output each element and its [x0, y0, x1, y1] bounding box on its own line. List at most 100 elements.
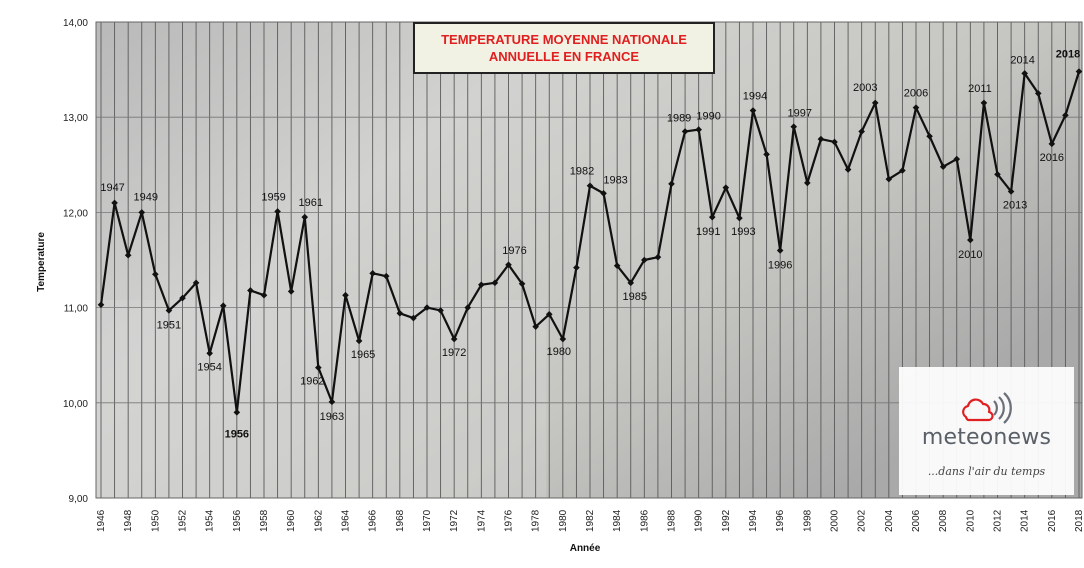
data-point: [410, 314, 417, 322]
x-tick-label: 2018: [1074, 509, 1084, 532]
chart-title-line-2: ANNUELLE EN FRANCE: [488, 49, 640, 64]
x-tick-label: 2008: [938, 509, 949, 532]
data-point: [994, 171, 1001, 178]
x-tick-label: 1978: [531, 509, 542, 532]
x-tick-label: 1990: [694, 509, 705, 532]
data-point: [260, 291, 268, 299]
year-annotation: 1956: [225, 428, 249, 440]
data-point: [559, 335, 567, 343]
data-point: [491, 279, 499, 287]
data-point: [1075, 68, 1083, 75]
data-point: [423, 304, 431, 311]
x-tick-label: 1964: [341, 509, 352, 532]
chart-title-line-1: TEMPERATURE MOYENNE NATIONALE: [441, 32, 687, 47]
data-point: [437, 307, 444, 314]
year-annotation: 1980: [547, 346, 571, 358]
x-tick-label: 1948: [123, 509, 134, 532]
data-point: [1021, 70, 1028, 77]
data-point: [858, 128, 865, 135]
y-tick-label: 12,00: [63, 208, 88, 219]
year-annotation: 1976: [502, 245, 526, 257]
data-point: [681, 128, 689, 135]
data-point: [736, 214, 743, 222]
data-point: [804, 179, 811, 187]
y-tick-label: 11,00: [64, 304, 89, 315]
data-point: [600, 190, 607, 197]
x-tick-label: 1972: [449, 509, 460, 532]
year-annotation: 1947: [100, 182, 124, 194]
x-tick-label: 1976: [504, 509, 515, 532]
data-point: [967, 236, 974, 244]
data-point: [152, 270, 159, 278]
data-point: [776, 247, 784, 254]
data-point: [179, 294, 186, 302]
year-annotation: 1994: [743, 91, 767, 103]
y-tick-label: 10,00: [63, 399, 88, 410]
x-tick-labels: 1946 1948 1950 1952 1954 1956 1958 1960 1962 1964…: [96, 509, 1084, 532]
vertical-gridlines: [100, 22, 1080, 498]
x-tick-label: 1994: [748, 509, 759, 532]
data-point: [518, 280, 526, 288]
data-point: [1062, 111, 1069, 119]
data-point: [695, 126, 702, 133]
year-annotation: 2014: [1010, 54, 1034, 66]
x-axis-title: Année: [570, 543, 601, 554]
x-tick-label: 1984: [612, 509, 623, 532]
data-point: [396, 310, 404, 317]
data-point: [668, 180, 675, 188]
data-point: [247, 287, 254, 294]
meteonews-logo: meteonews ...dans l'air du temps: [899, 367, 1074, 495]
year-annotation: 1983: [603, 174, 627, 186]
x-tick-label: 1962: [313, 509, 324, 532]
x-tick-label: 1966: [368, 509, 379, 532]
data-point: [328, 398, 336, 406]
x-tick-label: 1954: [205, 509, 216, 532]
data-point: [1007, 188, 1015, 195]
data-point: [871, 99, 879, 107]
data-point: [355, 337, 363, 345]
year-annotation: 1990: [696, 111, 720, 123]
year-annotation: 2010: [958, 249, 982, 261]
y-tick-label: 14,00: [63, 18, 88, 29]
data-point: [505, 261, 512, 269]
data-markers: [97, 68, 1083, 416]
chart-title-box: TEMPERATURE MOYENNE NATIONALE ANNUELLE E…: [413, 22, 715, 74]
data-point: [613, 262, 621, 270]
x-tick-label: 1988: [667, 509, 678, 532]
data-point: [111, 199, 118, 207]
data-point: [749, 107, 757, 114]
x-tick-label: 1982: [585, 509, 596, 532]
data-point: [573, 264, 580, 271]
data-point: [192, 279, 200, 287]
plot-haze: [96, 300, 546, 498]
year-annotation: 1965: [351, 349, 375, 361]
data-point: [722, 184, 730, 191]
data-point: [627, 279, 635, 287]
data-point: [124, 251, 132, 259]
data-point: [301, 213, 309, 221]
x-tick-label: 1968: [395, 509, 406, 532]
logo-tagline: ...dans l'air du temps: [927, 465, 1046, 478]
data-point: [478, 281, 485, 289]
x-tick-label: 2016: [1047, 509, 1058, 532]
year-annotation: 1989: [667, 112, 691, 124]
year-annotations: 1947 1949 1951 1954 1956 1959 1961 1962 1963 1965…: [100, 49, 1080, 441]
x-tick-label: 2000: [830, 509, 841, 532]
x-tick-label: 2014: [1020, 509, 1031, 532]
y-axis-title: Temperature: [36, 232, 47, 292]
y-tick-label: 9,00: [69, 494, 89, 505]
year-annotation: 2011: [968, 83, 992, 95]
year-annotation: 1985: [623, 291, 647, 303]
x-tick-label: 1986: [639, 509, 650, 532]
year-annotation: 1993: [731, 226, 755, 238]
data-point: [817, 135, 825, 143]
x-tick-label: 2002: [857, 509, 868, 532]
year-annotation: 2003: [853, 82, 877, 94]
data-point: [885, 175, 893, 183]
data-point: [274, 208, 281, 215]
y-tick-labels: 9,00 10,00 11,00 12,00 13,00 14,00: [63, 18, 88, 505]
year-annotation: 1972: [442, 347, 466, 359]
cloud-wifi-icon: [962, 392, 1012, 424]
data-point: [654, 253, 662, 261]
